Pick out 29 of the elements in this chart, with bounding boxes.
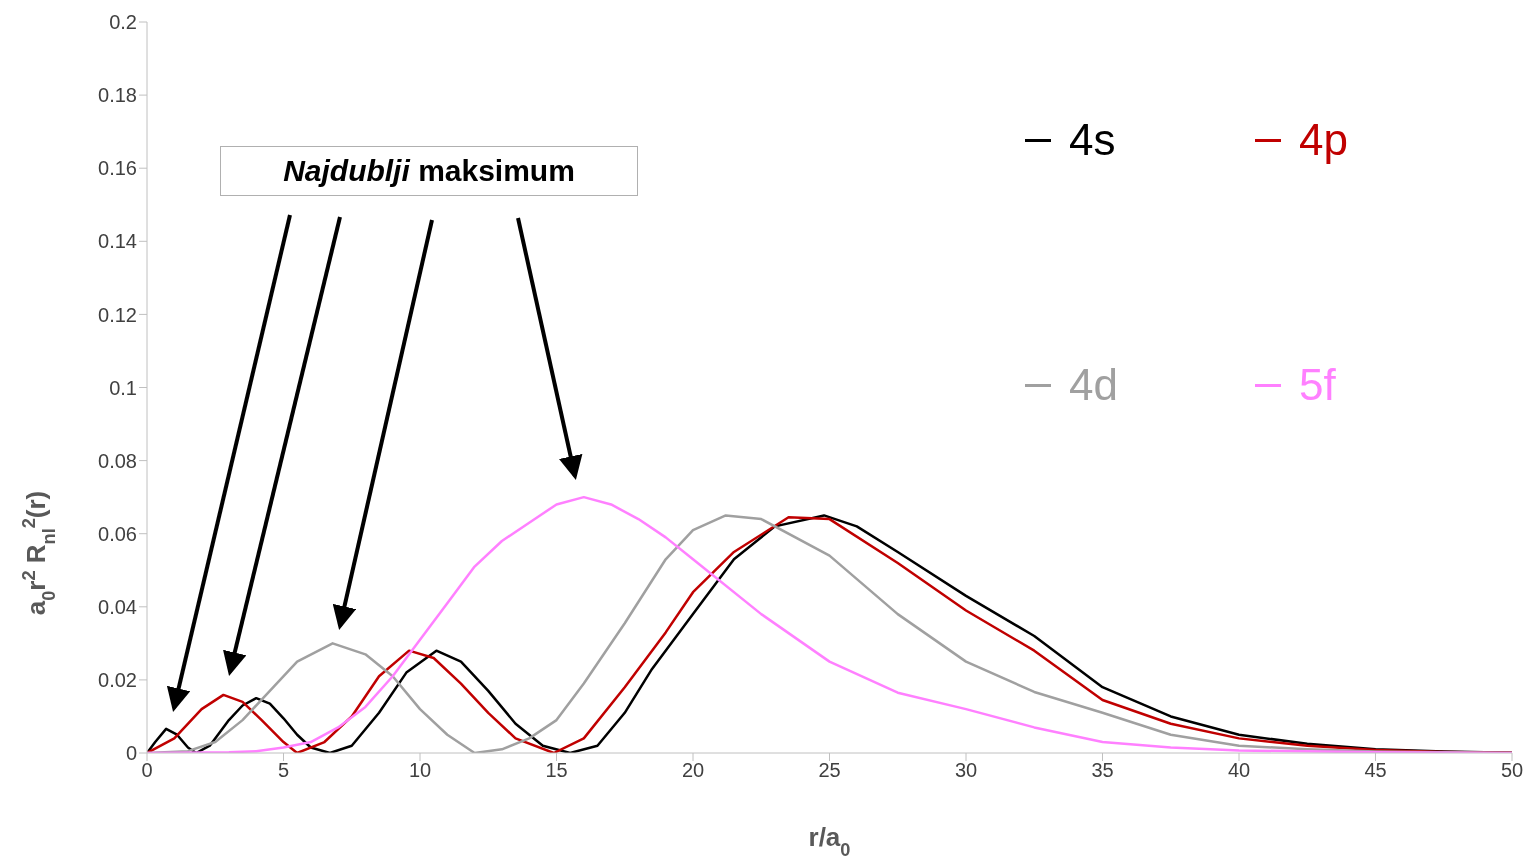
x-tick-label: 10 [408,759,432,782]
x-tick-label: 5 [277,759,290,782]
x-tick-label: 30 [954,759,978,782]
x-tick-label: 45 [1364,759,1387,782]
x-axis-title: r/a$_{0}$ [808,822,851,858]
y-tick-label: 0.18 [98,84,137,107]
text-box: Najdublji maksimum [220,146,638,196]
annotation: Najdublji maksimum [283,154,575,188]
legend-label: 4s [1069,114,1116,166]
y-tick-label: 0.16 [98,157,137,180]
y-tick-label: 0.08 [98,449,137,472]
x-tick-label: 15 [545,759,568,782]
x-tick-label: 20 [681,759,705,782]
x-tick-label: 50 [1500,759,1524,782]
y-tick-label: 0.2 [109,11,137,34]
y-tick-label: 0.12 [98,303,137,326]
y-tick-label: 0 [125,742,137,765]
y-tick-label: 0.06 [98,522,137,545]
y-tick-label: 0.14 [98,230,137,253]
y-tick-label: 0.04 [98,595,137,618]
x-tick-label: 35 [1091,759,1114,782]
x-tick-label: 0 [141,759,153,782]
legend-label: 5f [1299,359,1336,411]
y-tick-label: 0.02 [98,669,137,691]
x-tick-label: 40 [1227,759,1251,782]
y-tick-label: 0.1 [109,376,137,399]
legend-label: 4p [1299,114,1348,166]
legend-label: 4d [1069,359,1118,411]
x-tick-label: 25 [818,759,841,782]
